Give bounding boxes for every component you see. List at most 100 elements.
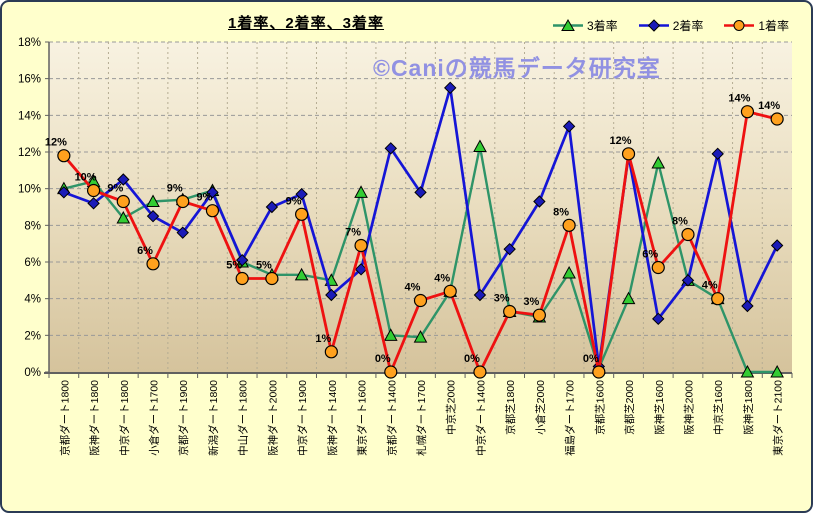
svg-text:9%: 9% (107, 183, 123, 195)
svg-text:5%: 5% (226, 260, 242, 272)
legend-marker-diamond-icon (638, 19, 669, 32)
marker-diamond (176, 226, 189, 239)
svg-text:中京ダート1800: 中京ダート1800 (118, 380, 131, 456)
marker-circle (592, 365, 606, 379)
svg-text:9%: 9% (286, 195, 302, 207)
y-axis-labels: 0% 2% 4% 6% 8% 10% 12% 14% 16% 18% (18, 37, 41, 379)
marker-diamond (206, 186, 219, 199)
svg-text:京都芝2000: 京都芝2000 (623, 380, 636, 435)
marker-triangle (651, 155, 666, 169)
svg-text:6%: 6% (24, 257, 41, 269)
watermark-text: ©Caniの競馬データ研究室 (373, 55, 661, 81)
svg-text:京都芝1600: 京都芝1600 (593, 380, 606, 435)
marker-triangle (473, 139, 487, 152)
legend-label-1st-rate: 1着率 (758, 19, 790, 33)
marker-diamond (652, 312, 665, 326)
series-first-place-rate (57, 105, 784, 379)
marker-circle (384, 365, 398, 379)
marker-diamond (562, 120, 576, 133)
marker-circle (146, 257, 160, 271)
marker-triangle (294, 267, 309, 281)
svg-text:7%: 7% (345, 227, 361, 239)
marker-triangle (562, 265, 576, 279)
marker-circle (651, 260, 665, 275)
svg-text:4%: 4% (702, 280, 718, 292)
svg-text:阪神芝2000: 阪神芝2000 (682, 380, 695, 435)
marker-triangle (413, 330, 428, 343)
svg-text:福島ダート1700: 福島ダート1700 (564, 380, 577, 456)
marker-circle (265, 271, 279, 286)
legend-item-3rd-rate: 3着率 (552, 17, 618, 34)
marker-diamond (770, 239, 784, 252)
svg-text:8%: 8% (24, 220, 41, 232)
svg-text:0%: 0% (583, 353, 599, 365)
marker-circle (770, 112, 784, 126)
x-axis-labels: 京都ダート1800 阪神ダート1800 中京ダート1800 小倉ダート1700 京都ダー… (58, 380, 784, 456)
marker-diamond (325, 288, 338, 302)
svg-text:中京芝1600: 中京芝1600 (712, 380, 725, 435)
svg-text:中京芝2000: 中京芝2000 (445, 380, 458, 435)
svg-text:新潟ダート1800: 新潟ダート1800 (207, 380, 220, 456)
marker-circle (295, 207, 309, 221)
marker-triangle (354, 185, 368, 198)
marker-diamond (503, 242, 516, 256)
marker-diamond (354, 263, 368, 276)
marker-diamond (444, 81, 457, 95)
svg-text:18%: 18% (18, 37, 41, 49)
marker-diamond (414, 186, 427, 199)
marker-diamond (681, 274, 695, 287)
marker-circle (473, 365, 487, 379)
svg-text:小倉ダート1700: 小倉ダート1700 (148, 380, 161, 456)
marker-circle (86, 183, 101, 198)
legend-marker-circle-icon (724, 20, 755, 31)
svg-text:阪神芝1800: 阪神芝1800 (742, 380, 755, 435)
marker-diamond (295, 187, 308, 201)
axes (44, 41, 793, 378)
marker-diamond (235, 253, 249, 267)
marker-diamond (384, 142, 397, 155)
svg-text:12%: 12% (610, 135, 632, 147)
svg-text:4%: 4% (405, 282, 421, 294)
svg-text:阪神ダート1400: 阪神ダート1400 (326, 380, 339, 456)
svg-text:2%: 2% (24, 330, 41, 342)
marker-triangle (383, 328, 398, 341)
marker-circle (532, 308, 546, 322)
legend: 3着率 2着率 1着率 (552, 17, 789, 34)
legend-label-3rd-rate: 3着率 (587, 19, 618, 33)
svg-text:6%: 6% (137, 245, 153, 257)
marker-triangle (740, 364, 755, 378)
marker-circle (681, 227, 695, 242)
svg-text:札幌ダート1700: 札幌ダート1700 (415, 380, 428, 456)
marker-triangle (770, 364, 784, 378)
marker-diamond (265, 200, 279, 214)
svg-text:3%: 3% (523, 296, 539, 308)
legend-item-1st-rate: 1着率 (723, 17, 789, 34)
svg-text:東京ダート2100: 東京ダート2100 (772, 380, 785, 456)
svg-text:10%: 10% (75, 172, 97, 184)
marker-diamond (741, 299, 754, 313)
marker-diamond (117, 173, 130, 186)
svg-text:5%: 5% (256, 260, 272, 272)
marker-circle (621, 147, 636, 161)
marker-circle (57, 149, 71, 163)
svg-text:0%: 0% (464, 353, 480, 365)
svg-text:14%: 14% (18, 110, 41, 122)
svg-text:中京ダート1400: 中京ダート1400 (474, 380, 487, 456)
svg-text:1%: 1% (315, 333, 331, 345)
svg-text:小倉芝2000: 小倉芝2000 (534, 380, 547, 435)
svg-text:16%: 16% (18, 74, 41, 86)
marker-circle (324, 345, 338, 359)
marker-circle (205, 204, 220, 218)
legend-label-2nd-rate: 2着率 (672, 19, 704, 33)
svg-text:京都ダート1900: 京都ダート1900 (177, 380, 190, 456)
svg-text:阪神ダート2000: 阪神ダート2000 (266, 380, 279, 456)
marker-diamond (146, 209, 160, 223)
svg-text:京都ダート1800: 京都ダート1800 (58, 380, 71, 456)
data-labels: 12% 10% 9% 6% 9% 9% 5% 5% 9% 1% 7% 0% 4% 4% 0% 3% 3% 8% 0%… (45, 93, 781, 365)
svg-text:8%: 8% (553, 206, 569, 218)
marker-triangle (146, 194, 160, 207)
marker-diamond (473, 288, 487, 302)
marker-circle (235, 271, 249, 286)
svg-text:14%: 14% (758, 100, 780, 112)
